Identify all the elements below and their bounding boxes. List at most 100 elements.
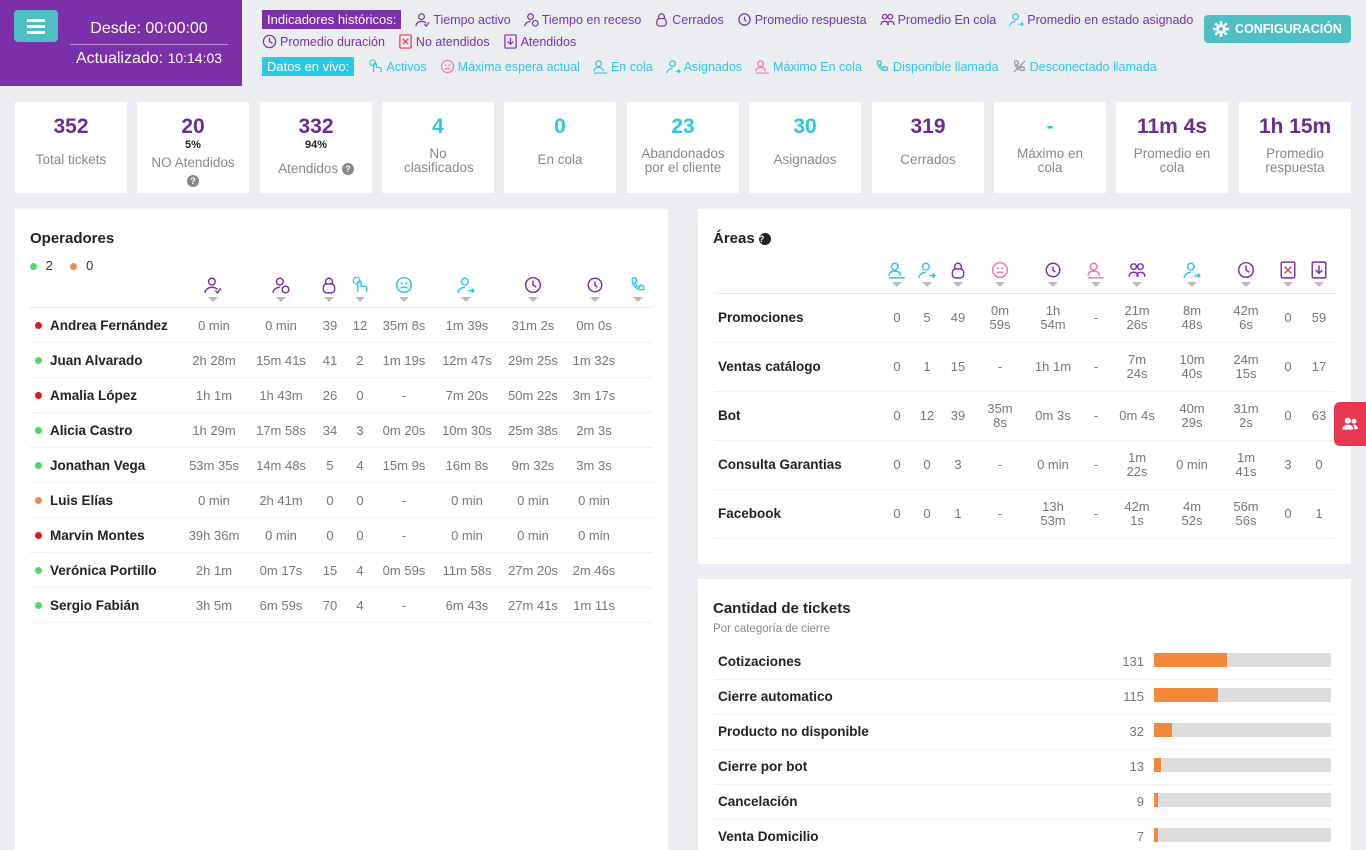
area-col-asignados[interactable]	[915, 261, 939, 287]
area-cell: 0	[1284, 359, 1292, 374]
area-col-promedio-duracion[interactable]	[1234, 261, 1258, 287]
operator-row[interactable]: Juan Alvarado 2h 28m 15m 41s 41 2 1m 19s…	[30, 343, 653, 378]
category-name: Cierre automatico	[718, 689, 833, 704]
area-cell: 1m 22s	[1126, 450, 1148, 479]
ticket-category-row[interactable]: Cotizaciones 131	[714, 645, 1333, 680]
area-cell: 15	[950, 359, 966, 374]
area-cell: 1	[1315, 506, 1323, 521]
area-col-promedio-respuesta[interactable]	[1041, 261, 1065, 287]
actualizado-label: Actualizado: 10:14:03	[75, 50, 223, 67]
historicos-legend-row-2: Promedio duración No atendidos Atendidos	[262, 34, 589, 49]
legend-maximo-en-cola: Máximo En cola	[755, 59, 862, 74]
hamburger-icon	[27, 24, 45, 28]
users-max-icon	[755, 60, 770, 74]
legend-atendidos: Atendidos	[503, 34, 576, 49]
area-name: Facebook	[718, 506, 782, 521]
operator-row[interactable]: Marvin Montes 39h 36m 0 min 0 0 - 0 min …	[30, 518, 653, 553]
phone-off-icon	[1013, 60, 1026, 73]
operator-row[interactable]: Alicia Castro 1h 29m 17m 58s 34 3 0m 20s…	[30, 413, 653, 448]
legend-asignados: Asignados	[665, 59, 742, 74]
area-cell: -	[1093, 506, 1099, 521]
area-cell: 0	[923, 506, 931, 521]
ticket-category-row[interactable]: Cierre por bot 13	[714, 750, 1333, 785]
clock-icon	[524, 276, 542, 294]
area-cell: 42m 6s	[1233, 303, 1259, 332]
area-col-maximo-en-cola[interactable]	[1084, 261, 1108, 287]
phone-icon	[877, 60, 888, 71]
configuracion-button[interactable]: CONFIGURACIÓN	[1204, 15, 1351, 43]
operator-row[interactable]: Verónica Portillo 2h 1m 0m 17s 15 4 0m 5…	[30, 553, 653, 588]
kpi-abandonados: 23 Abandonados por el cliente	[627, 102, 739, 193]
operator-row[interactable]: Jonathan Vega 53m 35s 14m 48s 5 4 15m 9s…	[30, 448, 653, 483]
op-col-promedio-respuesta[interactable]	[583, 276, 607, 302]
area-cell: 35m 8s	[987, 401, 1013, 430]
kpi-no-atendidos: 20 5% NO Atendidos ?	[137, 102, 249, 193]
area-col-maxima-espera[interactable]	[988, 261, 1012, 287]
op-col-activos[interactable]	[348, 276, 372, 302]
help-icon[interactable]: ?	[758, 233, 771, 246]
help-icon[interactable]: ?	[187, 174, 199, 187]
op-col-tiempo-activo[interactable]	[201, 276, 225, 302]
area-cell: 8m 48s	[1181, 303, 1203, 332]
area-col-cerrados[interactable]	[946, 261, 970, 287]
file-x-icon	[1280, 261, 1296, 279]
file-x-icon	[399, 34, 412, 49]
area-cell: 21m 26s	[1124, 303, 1150, 332]
tickets-title: Cantidad de tickets	[713, 600, 851, 617]
op-col-disponible-llamada[interactable]	[626, 276, 650, 302]
area-cell: 0m 59s	[989, 303, 1011, 332]
ticket-category-row[interactable]: Cierre automatico 115	[714, 680, 1333, 715]
operator-row[interactable]: Amalia López 1h 1m 1h 43m 26 0 - 7m 20s …	[30, 378, 653, 413]
area-name: Promociones	[718, 310, 804, 325]
legend-promedio-estado-asignado: Promedio en estado asignado	[1009, 12, 1193, 27]
area-row[interactable]: Ventas catálogo 0 1 15 - 1h 1m - 7m 24s 10m 40s 24m…	[714, 343, 1335, 392]
contacts-side-tab[interactable]	[1334, 402, 1366, 446]
op-col-asignados[interactable]	[454, 276, 478, 302]
operator-row[interactable]: Sergio Fabián 3h 5m 6m 59s 70 4 - 6m 43s…	[30, 588, 653, 623]
legend-promedio-en-cola: Promedio En cola	[879, 12, 996, 27]
area-row[interactable]: Consulta Garantias 0 0 3 - 0 min - 1m 22s 0 min 1m…	[714, 441, 1335, 490]
area-name: Bot	[718, 408, 741, 423]
area-cell: 0	[1284, 310, 1292, 325]
operator-row[interactable]: Andrea Fernández 0 min 0 min 39 12 35m 8…	[30, 308, 653, 343]
operator-name: Jonathan Vega	[50, 458, 146, 473]
area-cell: 0	[893, 408, 901, 423]
area-cell: 0m 3s	[1035, 408, 1071, 423]
category-bar-fill	[1154, 758, 1162, 772]
op-col-promedio-duracion[interactable]	[521, 276, 545, 302]
lock-icon	[951, 262, 965, 279]
area-row[interactable]: Bot 0 12 39 35m 8s 0m 3s - 0m 4s 40m 29s 31m 2s 0 63	[714, 392, 1335, 441]
kpi-promedio-respuesta: 1h 15m Promedio respuesta	[1239, 102, 1351, 193]
status-dot	[35, 357, 42, 364]
operadores-status-legend: 2 0	[30, 258, 93, 273]
area-row[interactable]: Facebook 0 0 1 - 13h 53m - 42m 1s 4m 52s 56m 56s 0 1	[714, 490, 1335, 539]
area-cell: 1h 54m	[1040, 303, 1066, 332]
ticket-category-row[interactable]: Producto no disponible 32	[714, 715, 1333, 750]
menu-button[interactable]	[14, 10, 58, 42]
kpi-no-clasificados: 4 No clasificados	[382, 102, 494, 193]
area-cell: -	[1093, 457, 1099, 472]
hand-pointer-icon	[369, 59, 383, 73]
area-col-promedio-en-cola[interactable]	[1125, 261, 1149, 287]
area-col-en-cola[interactable]	[885, 261, 909, 287]
kpi-cerrados: 319 Cerrados	[872, 102, 984, 193]
help-icon[interactable]: ?	[341, 163, 354, 176]
area-row[interactable]: Promociones 0 5 49 0m 59s 1h 54m - 21m 26s 8m 48s 42m…	[714, 294, 1335, 343]
operadores-panel	[15, 209, 668, 850]
category-count: 13	[1129, 759, 1144, 774]
op-col-tiempo-receso[interactable]	[269, 276, 293, 302]
area-cell: 5	[923, 310, 931, 325]
area-cell: -	[1093, 310, 1099, 325]
op-col-maxima-espera[interactable]	[392, 276, 416, 302]
category-bar-fill	[1154, 688, 1218, 702]
legend-no-atendidos: No atendidos	[398, 34, 490, 49]
op-col-cerrados[interactable]	[317, 276, 341, 302]
ticket-category-row[interactable]: Cancelación 9	[714, 785, 1333, 820]
operator-row[interactable]: Luis Elías 0 min 2h 41m 0 0 - 0 min 0 mi…	[30, 483, 653, 518]
area-col-no-atendidos[interactable]	[1276, 261, 1300, 287]
area-col-atendidos[interactable]	[1307, 261, 1331, 287]
area-cell: 12	[919, 408, 935, 423]
area-cell: -	[997, 506, 1003, 521]
ticket-category-row[interactable]: Venta Domicilio 7	[714, 820, 1333, 850]
area-col-promedio-asignado[interactable]	[1180, 261, 1204, 287]
